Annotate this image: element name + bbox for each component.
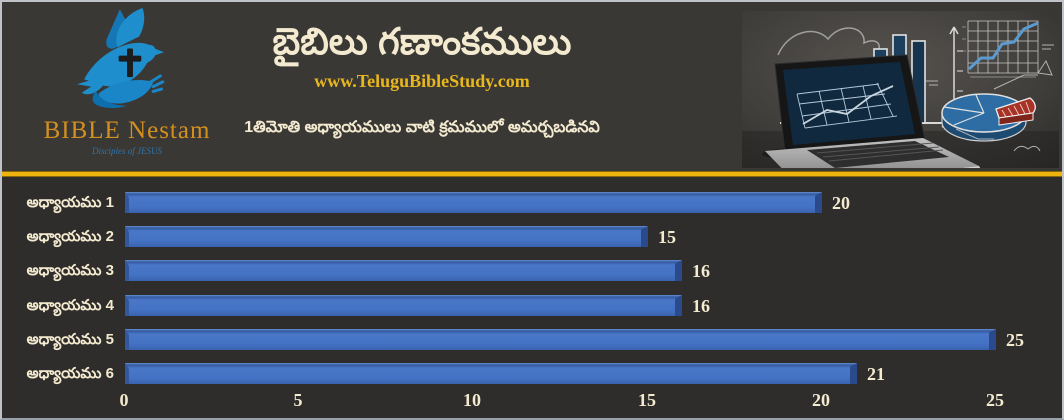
bar-3d-start: [125, 260, 129, 281]
bar-3d-cap: [641, 226, 648, 247]
bar[interactable]: [125, 329, 996, 350]
logo: BIBLE Nestam Disciples of JESUS: [42, 8, 212, 160]
category-label: అధ్యాయము 2: [26, 228, 114, 245]
bar[interactable]: [125, 226, 648, 247]
bar-value-label: 25: [1006, 330, 1024, 350]
x-tick-label: 10: [463, 390, 481, 410]
category-label: అధ్యాయము 3: [26, 262, 114, 279]
bar-row: అధ్యాయము 2 15: [2, 226, 1062, 249]
x-tick-label: 15: [638, 390, 656, 410]
chart-subtitle: 1తిమోతి అధ్యాయములు వాటి క్రమములో అమర్చబడ…: [244, 119, 600, 137]
category-label: అధ్యాయము 4: [26, 297, 114, 314]
logo-tagline: Disciples of JESUS: [92, 146, 162, 156]
bar-3d-cap: [989, 329, 996, 350]
category-label: అధ్యాయము 1: [26, 194, 114, 211]
category-label: అధ్యాయము 5: [26, 331, 114, 348]
bar[interactable]: [125, 192, 822, 213]
bar-value-label: 15: [658, 227, 676, 247]
bar-value-label: 16: [692, 296, 710, 316]
x-tick-label: 0: [119, 390, 129, 410]
bar-value-label: 16: [692, 261, 710, 281]
bar[interactable]: [125, 295, 682, 316]
bar-3d-cap: [815, 192, 822, 213]
bar[interactable]: [125, 260, 682, 281]
page-title: బైబిలు గణాంకములు: [272, 21, 572, 62]
bar-3d-start: [125, 226, 129, 247]
bar-row: అధ్యాయము 6 21: [2, 363, 1062, 386]
laptop-chalkboard-photo: [742, 11, 1059, 168]
bar-3d-start: [125, 329, 129, 350]
bar-3d-cap: [850, 363, 857, 384]
bar-chart: అధ్యాయము 1 20 అధ్యాయము 2 15 అధ్యాయము 3 16 అధ్య…: [2, 180, 1062, 418]
category-label: అధ్యాయము 6: [26, 365, 114, 382]
bar-3d-start: [125, 192, 129, 213]
bar-value-label: 21: [867, 364, 885, 384]
bar-3d-start: [125, 295, 129, 316]
header-band: BIBLE Nestam Disciples of JESUS బైబిలు గ…: [2, 2, 1062, 171]
bar-3d-cap: [675, 260, 682, 281]
bar-row: అధ్యాయము 1 20: [2, 192, 1062, 215]
bar-value-label: 20: [832, 193, 850, 213]
website-link[interactable]: www.TeluguBibleStudy.com: [314, 71, 530, 92]
bar-3d-start: [125, 363, 129, 384]
bar-3d-cap: [675, 295, 682, 316]
bar-row: అధ్యాయము 5 25: [2, 329, 1062, 352]
bar-row: అధ్యాయము 4 16: [2, 295, 1062, 318]
dove-cross-hand-icon: [76, 8, 165, 108]
logo-name: BIBLE Nestam: [43, 117, 211, 144]
bar[interactable]: [125, 363, 857, 384]
title-block: బైబిలు గణాంకములు www.TeluguBibleStudy.co…: [237, 20, 607, 140]
x-axis: 0 5 10 15 20 25: [2, 390, 1062, 416]
x-tick-label: 20: [812, 390, 830, 410]
gold-divider: [2, 171, 1062, 177]
x-tick-label: 5: [293, 390, 303, 410]
x-tick-label: 25: [986, 390, 1004, 410]
bar-row: అధ్యాయము 3 16: [2, 260, 1062, 283]
